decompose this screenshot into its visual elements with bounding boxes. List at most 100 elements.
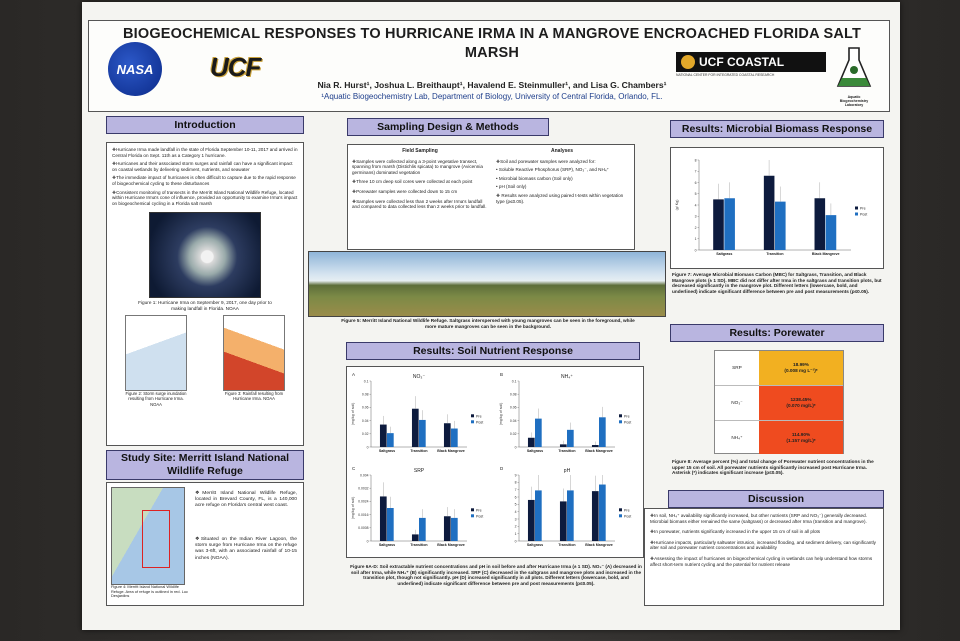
intro-box: ❖Hurricane Irma made landfall in the sta…	[106, 142, 304, 446]
nasa-logo: NASA	[108, 42, 162, 96]
panel-letter: D	[500, 466, 504, 471]
y-tick-label: 3	[515, 517, 517, 521]
bar-post	[599, 484, 606, 541]
x-tick-label: Saltgrass	[716, 252, 732, 256]
study-site-b2: ❖Situated on the Indian River Lagoon, th…	[195, 537, 297, 561]
y-tick-label: 0.08	[362, 393, 369, 397]
y-tick-label: 6	[695, 181, 697, 185]
legend-label: Pre	[860, 207, 866, 211]
refuge-map	[111, 487, 185, 585]
poster: BIOGEOCHEMICAL RESPONSES TO HURRICANE IR…	[82, 2, 900, 630]
bar-post	[535, 490, 542, 541]
discussion-item-3: ❖Hurricane impacts, particularly saltwat…	[650, 539, 876, 551]
marsh-photo	[308, 251, 666, 317]
authors: Nia R. Hurst¹, Joshua L. Breithaupt¹, Ha…	[317, 80, 667, 90]
porewater-table: SRP 18.99% (0.008 mg L⁻¹)* NO₃⁻ 1238.45%(…	[714, 350, 844, 454]
chart-title: NO₃⁻	[413, 374, 426, 380]
y-tick-label: 6	[515, 495, 517, 499]
analyses-item-2: • Soluble Reactive Phosphorus (SRP), NO₃…	[496, 167, 610, 173]
storm-surge-map	[125, 314, 187, 391]
y-tick-label: 0.06	[510, 406, 517, 410]
chart-B: B NH₄⁺ 0 0.02 0.04 0.06 0.08 0.1 (mg/kg of soil)…	[497, 369, 639, 459]
y-tick-label: 0.04	[510, 419, 517, 423]
study-site-b1: ❖Merritt Island National Wildlife Refuge…	[195, 491, 297, 509]
chart-title: pH	[564, 468, 571, 474]
fig7-caption: Figure 7: Average Microbial Biomass Carb…	[672, 272, 882, 294]
y-tick-label: 0.08	[510, 393, 517, 397]
fig8-caption: Figure 8: Average percent (%) and total …	[672, 459, 874, 476]
legend-label: Post	[476, 514, 483, 518]
field-item-4: ❖Samples were collected less than 2 week…	[352, 198, 487, 210]
porewater-row-nh4: NH₄⁺ 114.90% (1.157 mg/L)*	[715, 421, 843, 454]
y-tick-label: 0.0008	[358, 526, 368, 530]
x-tick-label: Transition	[766, 252, 783, 256]
legend-swatch	[855, 212, 858, 216]
x-tick-label: Black Mangrove	[812, 252, 840, 256]
legend-label: Post	[624, 514, 631, 518]
bar-pre	[713, 199, 724, 250]
bar-post	[567, 490, 574, 541]
discussion-item-1: ❖In soil, NH₄⁺ availability significantl…	[650, 513, 867, 524]
legend-swatch	[619, 414, 622, 418]
fig2-caption: Figure 2: Storm surge inundation resulti…	[125, 390, 187, 407]
y-tick-label: 2	[695, 226, 697, 230]
discussion-heading: Discussion	[668, 490, 884, 508]
flask-icon	[836, 47, 872, 87]
y-tick-label: 4	[695, 203, 697, 207]
sun-icon	[681, 55, 695, 69]
chart-A: A NO₃⁻ 0 0.02 0.04 0.06 0.08 0.1 (mg/kg of soil)…	[349, 369, 491, 459]
intro-heading: Introduction	[106, 116, 304, 134]
porewater-cell-srp: 18.99% (0.008 mg L⁻¹)*	[759, 351, 843, 385]
bar-post	[599, 417, 606, 447]
legend-label: Pre	[624, 508, 630, 512]
legend-swatch	[855, 206, 858, 210]
y-tick-label: 0.06	[362, 406, 369, 410]
bar-post	[825, 215, 837, 250]
legend-swatch	[471, 420, 474, 424]
y-tick-label: 9	[515, 473, 517, 477]
field-item-2: ❖Three 10 cm deep soil cores were collec…	[352, 179, 473, 185]
bar-pre	[814, 198, 826, 250]
chart-title: SRP	[414, 468, 425, 474]
bar-pre	[591, 491, 599, 541]
chart-C: C SRP 0 0.0008 0.0016 0.0024 0.0032 0.004 (mg/kg…	[349, 463, 491, 553]
bar-post	[419, 517, 426, 541]
porewater-cell-nh4: 114.90% (1.157 mg/L)*	[759, 421, 843, 454]
rainfall-map	[223, 314, 285, 391]
bar-post	[387, 508, 394, 541]
soil-box: A NO₃⁻ 0 0.02 0.04 0.06 0.08 0.1 (mg/kg of soil)…	[346, 366, 644, 558]
intro-p4: ❖Consistent monitoring of transects in t…	[112, 189, 298, 206]
ucf-logo: UCF	[210, 52, 261, 82]
y-tick-label: 0	[515, 445, 517, 449]
x-tick-label: Black Mangrove	[437, 449, 465, 453]
microbial-heading: Results: Microbial Biomass Response	[670, 120, 884, 138]
porewater-row-no3: NO₃⁻ 1238.45% (0.070 mg/L)*	[715, 386, 843, 421]
bar-pre	[379, 424, 387, 447]
porewater-heading: Results: Porewater	[670, 324, 884, 342]
y-tick-label: 3	[695, 215, 697, 219]
porewater-cell-no3: 1238.45% (0.070 mg/L)*	[759, 386, 843, 420]
x-tick-label: Black Mangrove	[585, 543, 613, 547]
fig1-caption: Figure 1: Hurricane Irma on September 9,…	[138, 300, 272, 311]
bar-pre	[411, 534, 419, 541]
affiliation: ¹Aquatic Biogeochemistry Lab, Department…	[321, 92, 663, 101]
fig4-caption: Figure 4: Merritt Island National Wildli…	[111, 584, 188, 599]
legend-swatch	[471, 508, 474, 512]
bar-post	[451, 428, 458, 447]
legend-swatch	[471, 514, 474, 518]
lab-logo: Aquatic Biogeochemistry Laboratory	[834, 44, 874, 107]
bar-post	[535, 418, 542, 447]
bar-post	[567, 429, 574, 447]
legend-swatch	[619, 514, 622, 518]
legend-label: Pre	[476, 414, 482, 418]
bar-post	[387, 433, 394, 447]
y-tick-label: 2	[515, 525, 517, 529]
bar-post	[419, 419, 426, 447]
fig6-caption: Figure 6A-D: Soil extractable nutrient c…	[350, 564, 642, 586]
y-tick-label: 5	[695, 192, 697, 196]
chart-MBC: 0 1 2 3 4 5 6 7 8 (g/ Kg) Saltgrass Transition Black…	[673, 150, 881, 266]
y-tick-label: 5	[515, 503, 517, 507]
legend-label: Post	[624, 420, 631, 424]
methods-box: Field Sampling ❖Samples were collected a…	[347, 144, 635, 250]
discussion-box: ❖In soil, NH₄⁺ availability significantl…	[644, 508, 884, 606]
